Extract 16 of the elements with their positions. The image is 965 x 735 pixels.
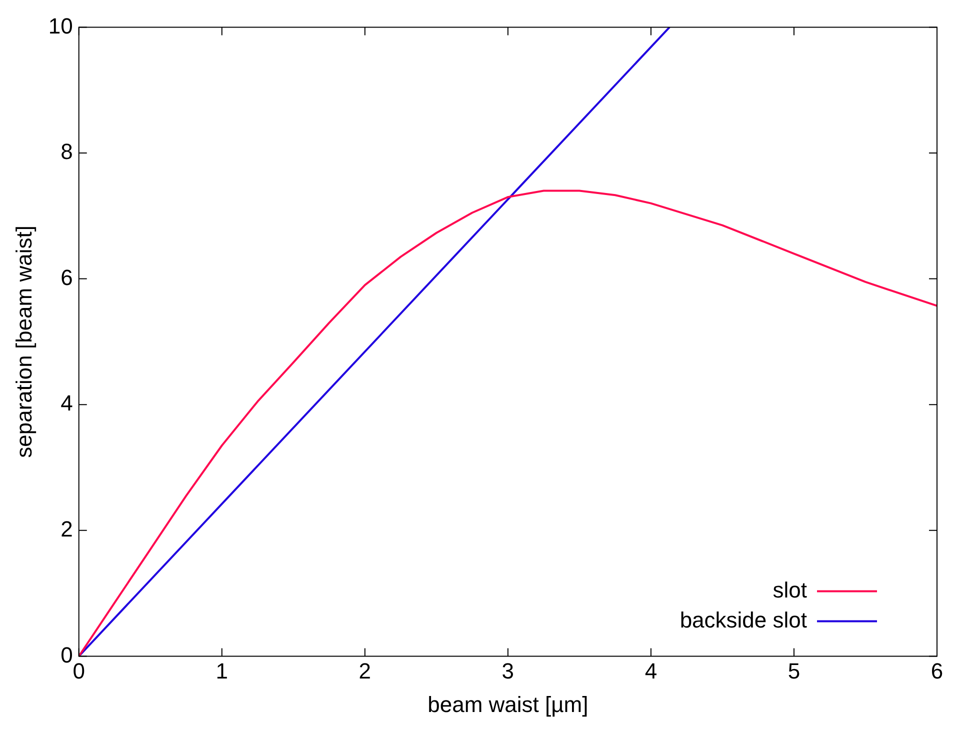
- y-tick-label: 2: [60, 516, 73, 542]
- x-tick-label: 2: [358, 658, 372, 684]
- x-tick-label: 5: [788, 658, 800, 684]
- y-axis-title: separation [beam waist]: [11, 226, 36, 458]
- legend-label: backside slot: [680, 607, 807, 632]
- x-tick-label: 1: [216, 658, 228, 684]
- y-tick-label: 6: [60, 264, 73, 290]
- x-tick-label: 4: [644, 658, 658, 684]
- x-axis-title: beam waist [µm]: [428, 692, 588, 717]
- y-tick-label: 10: [48, 13, 73, 38]
- x-tick-label: 6: [930, 658, 944, 684]
- y-tick-label: 4: [60, 390, 73, 416]
- y-tick-label: 0: [60, 642, 73, 668]
- y-tick-label: 8: [60, 139, 73, 164]
- legend-label: slot: [772, 577, 807, 602]
- x-tick-label: 3: [502, 658, 514, 684]
